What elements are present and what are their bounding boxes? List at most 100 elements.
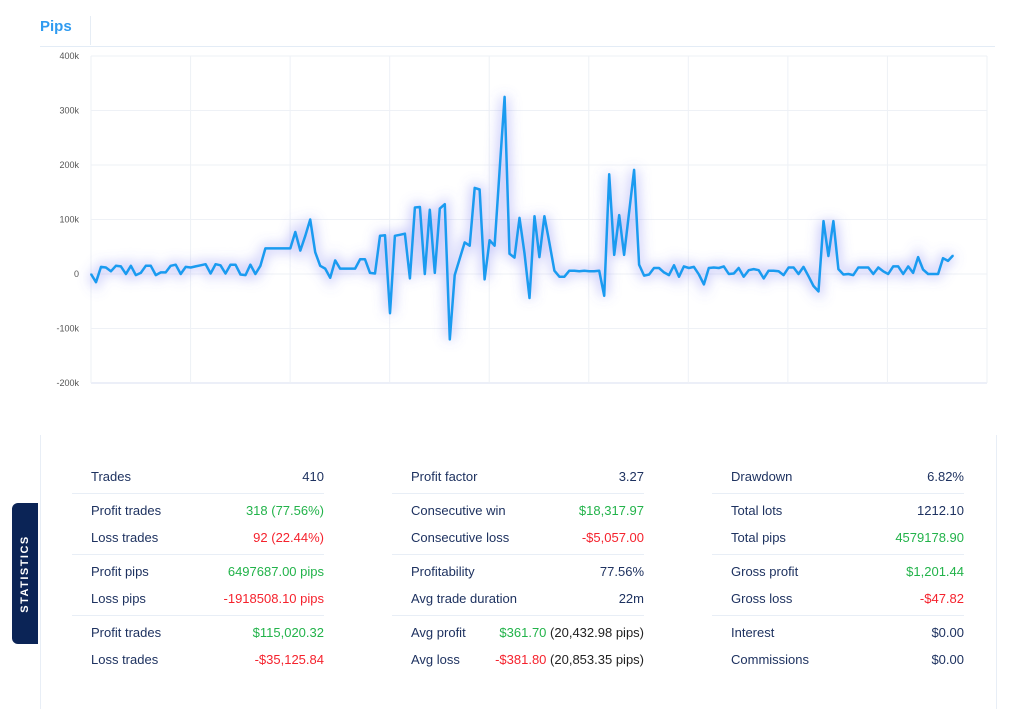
data-point: [952, 254, 954, 257]
data-point: [902, 273, 904, 275]
data-point: [767, 269, 770, 272]
data-point: [593, 270, 596, 273]
stat-value: 77.56%: [599, 564, 644, 579]
stat-value-wrap: 6497687.00 pips: [228, 564, 324, 579]
stat-row: Interest $0.00: [712, 619, 964, 646]
data-point: [718, 267, 720, 269]
stat-row: Consecutive win $18,317.97: [392, 497, 644, 524]
data-point: [678, 275, 680, 278]
data-point: [573, 269, 576, 272]
stat-value: $361.70: [499, 625, 547, 640]
data-point: [947, 260, 949, 262]
data-point: [184, 266, 187, 268]
data-point: [115, 265, 117, 267]
series-line: [89, 95, 954, 341]
data-point: [508, 253, 511, 255]
data-point: [907, 265, 909, 268]
data-point: [394, 235, 396, 237]
data-point: [463, 241, 466, 244]
data-point: [468, 244, 471, 247]
stat-label: Profit factor: [411, 469, 478, 484]
data-point: [229, 263, 232, 266]
stat-value-wrap: 6.82%: [927, 469, 964, 484]
stat-label: Loss pips: [91, 591, 146, 606]
stat-label: Consecutive loss: [411, 530, 510, 545]
data-point: [737, 267, 740, 269]
data-point: [852, 274, 855, 276]
data-point: [663, 271, 665, 274]
stat-value-wrap: 4579178.90: [895, 530, 964, 545]
data-point: [448, 338, 451, 341]
data-point: [867, 266, 870, 269]
data-point: [274, 247, 277, 250]
data-point: [199, 264, 202, 267]
data-point: [598, 269, 601, 272]
data-point: [713, 266, 715, 269]
data-point: [623, 254, 625, 256]
stat-value: 410: [302, 469, 324, 484]
data-point: [409, 277, 411, 280]
stat-label: Profit trades: [91, 625, 162, 640]
data-point: [174, 263, 177, 266]
stat-value-wrap: 318 (77.56%): [246, 503, 324, 518]
stat-label: Total pips: [731, 530, 786, 545]
stat-value: $1,201.44: [906, 564, 964, 579]
header-underline: [40, 46, 995, 47]
data-point: [488, 239, 491, 242]
data-point: [842, 273, 845, 276]
data-point: [578, 270, 581, 273]
data-point: [887, 273, 890, 275]
y-axis: 400k 300k 200k 100k 0 -100k -200k: [56, 51, 79, 388]
stat-value-pips: (20,432.98 pips): [550, 625, 644, 640]
data-point: [95, 281, 97, 283]
data-point: [145, 265, 147, 267]
data-point: [563, 275, 566, 278]
data-point: [588, 270, 591, 273]
stat-label: Trades: [91, 469, 131, 484]
data-point: [419, 206, 421, 208]
statistics-tab[interactable]: STATISTICS: [12, 503, 38, 644]
data-point: [100, 266, 102, 268]
data-point: [414, 206, 416, 209]
data-point: [558, 275, 561, 278]
data-point: [777, 270, 780, 273]
data-point: [224, 272, 227, 275]
data-point: [603, 295, 606, 297]
data-point: [125, 273, 127, 275]
data-point: [214, 263, 217, 265]
data-point: [354, 267, 356, 270]
stats-column: Trades 410 Profit trades 318 (77.56%) Loss t…: [72, 463, 324, 676]
stats-group: Gross profit $1,201.44 Gross loss -$47.82: [712, 555, 964, 616]
data-point: [259, 265, 262, 267]
data-point: [483, 278, 486, 281]
data-point: [169, 265, 172, 267]
data-point: [727, 273, 730, 275]
data-point: [239, 273, 242, 276]
data-point: [434, 272, 436, 274]
data-point: [653, 267, 655, 269]
stat-value-wrap: 77.56%: [600, 564, 644, 579]
data-point: [209, 272, 212, 275]
stat-value: 318 (77.56%): [245, 503, 324, 518]
data-point: [802, 266, 805, 268]
data-point: [618, 214, 620, 216]
data-point: [633, 169, 635, 171]
data-point: [458, 257, 461, 260]
data-point: [752, 268, 755, 270]
data-point: [389, 312, 391, 315]
stat-value-wrap: 22m: [619, 591, 644, 606]
data-point: [344, 267, 346, 270]
stat-row: Drawdown 6.82%: [712, 463, 964, 490]
data-point: [384, 234, 386, 237]
data-point: [817, 290, 820, 293]
stat-value: 6.82%: [927, 469, 964, 484]
data-point: [528, 297, 531, 299]
data-point: [628, 211, 630, 214]
data-point: [518, 217, 521, 219]
data-point: [453, 274, 456, 276]
stat-value-wrap: $115,020.32: [253, 625, 324, 640]
data-point: [364, 258, 366, 261]
stat-value: -1918508.10 pips: [223, 591, 324, 606]
stat-row: Total pips 4579178.90: [712, 524, 964, 551]
stat-label: Avg profit: [411, 625, 466, 640]
